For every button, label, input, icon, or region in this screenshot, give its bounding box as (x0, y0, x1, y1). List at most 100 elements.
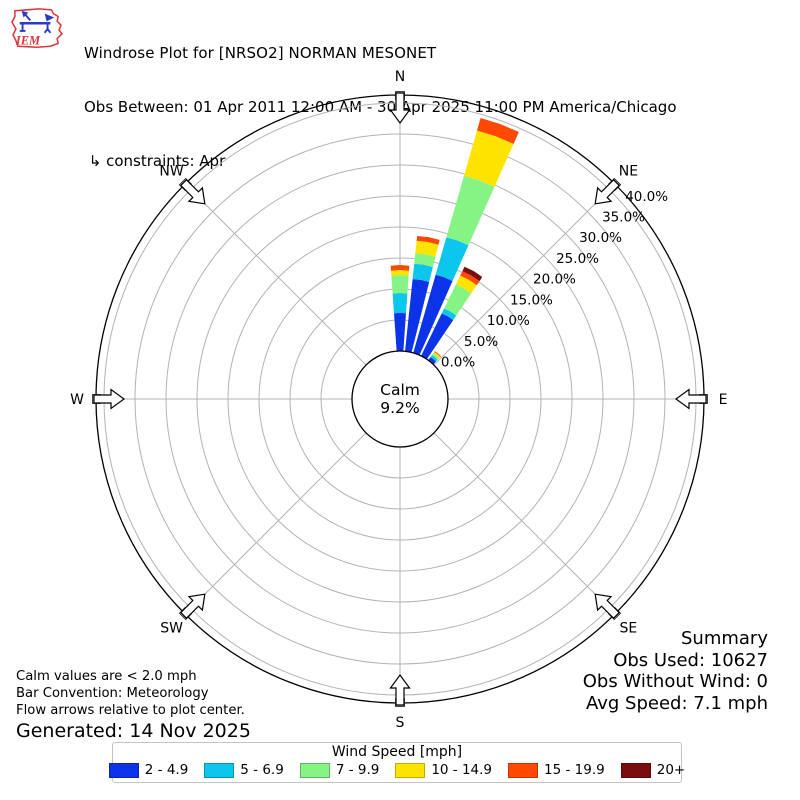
bar-segment-40deg-bin1 (430, 355, 438, 362)
bar-segment-40deg-bin4 (434, 351, 442, 358)
obs-used: Obs Used: 10627 (613, 649, 768, 671)
avg-speed: Avg Speed: 7.1 mph (586, 693, 768, 715)
flow-arrows (92, 91, 708, 707)
bar-segment-30deg-bin3 (455, 275, 477, 294)
radial-label-20: 20.0% (533, 272, 576, 288)
wind-speed-legend: Wind Speed [mph] 2 - 4.9 5 - 6.9 7 - 9.9 10… (108, 742, 686, 783)
bar-segment-0deg-bin0 (394, 312, 406, 352)
compass-label-W: W (70, 392, 84, 408)
bar-segment-0deg-bin2 (391, 274, 409, 294)
flow-arrow-SW (179, 593, 206, 620)
page-title: Windrose Plot for [NRSO2] NORMAN MESONET (84, 44, 437, 62)
grid-spoke (433, 183, 616, 366)
compass-label-NE: NE (619, 164, 638, 180)
bar-segment-30deg-bin2 (444, 284, 472, 316)
bar-segment-10deg-bin2 (414, 253, 436, 267)
flow-arrow-NW (179, 178, 206, 205)
legend-swatch-5 (620, 762, 651, 778)
flow-arrow-N (389, 92, 411, 125)
legend-entries: 2 - 4.9 5 - 6.9 7 - 9.9 10 - 14.9 15 - 19.9 2… (108, 762, 686, 778)
legend-swatch-2 (299, 762, 330, 778)
compass-label-E: E (719, 392, 728, 408)
summary-block: Summary Obs Used: 10627 Obs Without Wind… (583, 628, 768, 715)
legend-label-3: 10 - 14.9 (431, 762, 493, 778)
legend-swatch-3 (395, 762, 426, 778)
bar-segment-0deg-bin4 (390, 265, 410, 271)
bar-segment-20deg-bin3 (463, 130, 514, 187)
arrows-note: Flow arrows relative to plot center. (16, 703, 245, 718)
flow-arrow-E (674, 388, 707, 410)
bar-segment-30deg-bin0 (421, 313, 454, 360)
compass-label-S: S (396, 715, 405, 731)
header: Windrose Plot for [NRSO2] NORMAN MESONET… (84, 8, 677, 188)
legend-label-2: 7 - 9.9 (335, 762, 380, 778)
legend-entry-1: 5 - 6.9 (204, 762, 284, 778)
windrose-bars (390, 118, 519, 365)
calm-note: Calm values are < 2.0 mph (16, 669, 197, 684)
bar-segment-20deg-bin4 (476, 118, 519, 144)
radial-label-35: 35.0% (602, 210, 645, 226)
iem-logo: IEM (11, 8, 63, 49)
bar-segment-40deg-bin0 (428, 357, 436, 365)
bar-segment-40deg-bin2 (431, 353, 440, 361)
radial-label-40: 40.0% (625, 189, 668, 205)
radial-label-25: 25.0% (556, 251, 599, 267)
bar-segment-40deg-bin3 (433, 351, 441, 359)
bar-segment-0deg-bin3 (391, 270, 409, 276)
convention-note: Bar Convention: Meteorology (16, 686, 209, 701)
radial-tick-labels: 0.0% 5.0% 10.0% 15.0% 20.0% 25.0% 30.0% 35.0% 40… (441, 189, 668, 371)
bar-segment-20deg-bin0 (413, 274, 453, 356)
compass-labels: N NE E SE S SW W NW (70, 69, 727, 731)
legend-entry-5: 20+ (620, 762, 686, 778)
bar-segment-0deg-bin1 (392, 292, 408, 314)
legend-label-0: 2 - 4.9 (144, 762, 189, 778)
radial-label-5: 5.0% (464, 334, 498, 350)
radial-label-0: 0.0% (441, 355, 475, 371)
radial-label-10: 10.0% (487, 313, 530, 329)
legend-swatch-0 (108, 762, 139, 778)
summary-heading: Summary (681, 628, 768, 649)
iem-logo-text: IEM (15, 33, 41, 47)
bar-segment-30deg-bin1 (441, 308, 457, 321)
bar-segment-20deg-bin2 (446, 175, 495, 246)
flow-arrow-NE (594, 178, 621, 205)
radial-label-30: 30.0% (579, 230, 622, 246)
footer-notes: Calm values are < 2.0 mph Bar Convention… (16, 668, 251, 742)
grid-spoke (184, 183, 367, 366)
legend-title: Wind Speed [mph] (331, 744, 463, 760)
calm-percent: 9.2% (380, 399, 419, 417)
flow-arrow-SE (594, 593, 621, 620)
bar-segment-10deg-bin1 (412, 263, 433, 283)
bar-segment-20deg-bin1 (435, 237, 469, 281)
legend-entry-2: 7 - 9.9 (299, 762, 380, 778)
compass-label-SW: SW (160, 620, 183, 636)
bar-segment-10deg-bin3 (415, 240, 439, 257)
radial-label-15: 15.0% (510, 293, 553, 309)
flow-arrow-W (93, 388, 126, 410)
obs-range-subtitle: Obs Between: 01 Apr 2011 12:00 AM - 30 A… (84, 98, 677, 116)
anemometer-icon (19, 10, 55, 34)
compass-label-N: N (395, 69, 405, 85)
bar-segment-30deg-bin4 (460, 271, 480, 286)
grid-spoke (433, 432, 616, 615)
legend-entry-4: 15 - 19.9 (508, 762, 605, 778)
bar-segment-10deg-bin4 (416, 235, 440, 245)
legend-entry-3: 10 - 14.9 (395, 762, 492, 778)
obs-without-wind: Obs Without Wind: 0 (582, 671, 768, 693)
grid-spoke (184, 432, 367, 615)
compass-label-SE: SE (620, 620, 638, 636)
flow-arrow-S (389, 673, 411, 706)
calm-circle (351, 350, 449, 448)
generated-date: Generated: 14 Nov 2025 (16, 720, 251, 742)
bar-segment-10deg-bin0 (405, 279, 430, 353)
compass-label-NW: NW (159, 164, 183, 180)
legend-entry-0: 2 - 4.9 (108, 762, 189, 778)
legend-label-1: 5 - 6.9 (240, 762, 284, 778)
legend-swatch-1 (204, 762, 235, 778)
legend-swatch-4 (508, 762, 539, 778)
legend-label-5: 20+ (656, 762, 686, 778)
bar-segment-30deg-bin5 (462, 266, 483, 282)
calm-label: Calm (380, 381, 420, 399)
